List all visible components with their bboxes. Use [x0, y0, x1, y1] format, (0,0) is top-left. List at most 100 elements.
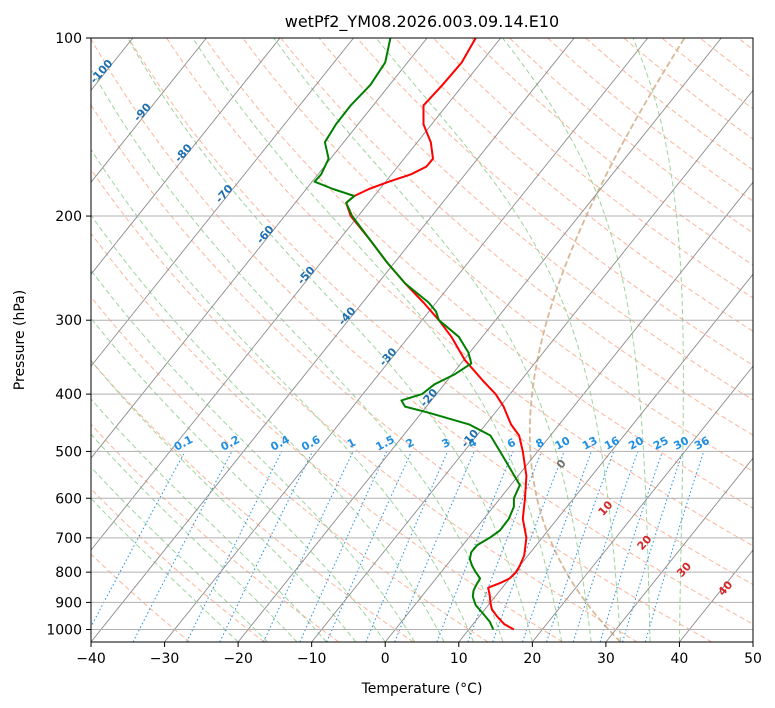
moist-adiabat-line	[91, 269, 416, 642]
moist-adiabat-line	[127, 38, 533, 642]
x-tick-label: −20	[223, 651, 253, 667]
dry-adiabat-line	[394, 38, 753, 332]
mixing-ratio-label: 30	[671, 434, 691, 453]
isotherm-line	[91, 38, 575, 642]
y-tick-label: 100	[55, 31, 82, 47]
dry-adiabat-line	[91, 232, 563, 642]
mixing-ratio-line	[299, 451, 388, 642]
isotherm-line	[752, 641, 753, 642]
dry-adiabat-label: 40	[715, 578, 735, 598]
isotherm-line	[91, 38, 207, 183]
moist-adiabat-line	[91, 214, 445, 642]
isotherm-line	[679, 549, 753, 642]
mixing-ratio-line	[644, 451, 705, 642]
chart-title: wetPf2_YM08.2026.003.09.14.E10	[285, 12, 559, 32]
isotherm-line	[91, 38, 428, 459]
isotherm-line	[384, 181, 753, 642]
isotherm-label: -70	[213, 182, 236, 206]
moist-adiabat-line	[192, 38, 563, 642]
mixing-ratio-line	[522, 451, 592, 642]
mixing-ratio-line	[622, 451, 684, 642]
plot-frame	[90, 37, 754, 643]
dry-adiabat-line	[585, 38, 753, 171]
background-lines	[91, 38, 753, 642]
x-axis-label: Temperature (°C)	[361, 681, 483, 697]
isotherm-label: -50	[295, 263, 318, 287]
isotherm-line	[531, 365, 753, 642]
dry-adiabat-line	[91, 104, 713, 642]
mixing-ratio-line	[546, 451, 615, 642]
mixing-ratio-line	[467, 451, 543, 642]
dry-adiabat-line	[318, 38, 753, 401]
mixing-ratio-label: 6	[505, 436, 518, 451]
dry-adiabat-line	[356, 38, 753, 366]
x-tick-label: 40	[671, 651, 689, 667]
mixing-ratio-line	[436, 451, 514, 642]
moist-adiabat-line	[91, 466, 268, 642]
dry-adiabat-line	[91, 168, 638, 642]
dry-adiabat-line	[91, 359, 414, 642]
isotherm-line	[311, 89, 753, 642]
dry-adiabat-label: 30	[674, 559, 694, 579]
moist-adiabat-line	[502, 38, 651, 642]
mixing-ratio-line	[572, 451, 639, 642]
isotherm-label: -80	[172, 141, 195, 165]
moist-adiabat-line	[91, 148, 474, 642]
mixing-ratio-line	[186, 451, 283, 642]
mixing-ratio-line	[326, 451, 413, 642]
y-tick-label: 800	[55, 565, 82, 581]
pressure-grid	[91, 38, 753, 642]
dry-adiabat-line	[91, 296, 489, 642]
dewpoint-profile-line	[313, 38, 521, 630]
special-adiabat-line	[528, 38, 686, 642]
isotherm-label: -40	[336, 304, 359, 328]
mixing-ratio-label: 25	[651, 434, 671, 453]
dry-adiabat-label: 10	[596, 498, 616, 518]
moist-adiabat-line	[91, 317, 386, 642]
y-tick-label: 600	[55, 491, 82, 507]
moist-adiabat-line	[273, 38, 592, 642]
mixing-ratio-label: 0.1	[172, 433, 195, 454]
moist-adiabat-line	[91, 359, 357, 642]
x-tick-label: 50	[744, 651, 762, 667]
dry-adiabat-line	[699, 38, 753, 80]
mixing-ratio-label: 16	[602, 434, 622, 453]
mixing-ratio-line	[219, 451, 314, 642]
dry-adiabat-line	[128, 38, 753, 586]
mixing-ratio-line	[599, 451, 663, 642]
isotherm-line	[164, 38, 649, 642]
dry-adiabat-line	[623, 38, 753, 140]
y-tick-label: 400	[55, 387, 82, 403]
x-tick-label: 30	[597, 651, 615, 667]
isotherm-line	[458, 273, 753, 642]
dry-adiabat-label: 20	[635, 532, 655, 552]
isotherm-line	[237, 38, 722, 642]
moist-adiabat-line	[375, 38, 622, 642]
x-tick-label: 20	[523, 651, 541, 667]
isotherm-line	[91, 38, 501, 551]
moist-adiabat-line	[632, 38, 684, 642]
mixing-ratio-label: 13	[580, 434, 600, 453]
mixing-ratio-label: 1.5	[373, 433, 396, 454]
dry-adiabat-line	[204, 38, 753, 509]
isotherm-line	[91, 38, 281, 275]
y-tick-label: 200	[55, 209, 82, 225]
isotherm-label: -100	[87, 57, 115, 86]
mixing-ratio-line	[394, 451, 475, 642]
dry-adiabat-line	[471, 38, 753, 266]
dry-adiabat-line	[547, 38, 753, 202]
mixing-ratio-label: 0.6	[299, 433, 323, 454]
mixing-ratio-line	[365, 451, 449, 642]
dry-adiabat-line	[91, 38, 753, 625]
dry-adiabat-line	[432, 38, 753, 299]
mixing-ratio-label: 0.4	[268, 433, 292, 454]
dry-adiabat-line	[91, 488, 265, 642]
isotherm-line	[605, 457, 753, 642]
mixing-ratio-label: 36	[692, 434, 712, 453]
mixing-ratio-label: 10	[553, 434, 573, 453]
mixing-ratio-line	[91, 451, 186, 628]
y-tick-label: 900	[55, 595, 82, 611]
isotherm-label: -30	[377, 345, 400, 369]
y-tick-label: 500	[55, 444, 82, 460]
